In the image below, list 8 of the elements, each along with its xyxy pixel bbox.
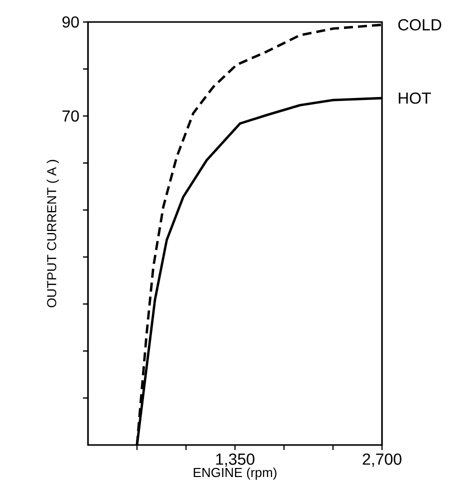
series-label: COLD xyxy=(398,19,442,30)
y-tick-label: 90 xyxy=(62,16,79,28)
x-tick-label: 2,700 xyxy=(362,454,402,467)
series-label: HOT xyxy=(398,92,431,104)
x-axis-title: ENGINE (rpm) xyxy=(194,468,276,480)
y-axis-title: OUTPUT CURRENT ( A ) xyxy=(46,160,59,308)
x-tick-label: 1,350 xyxy=(216,454,254,467)
y-tick-label: 70 xyxy=(62,110,79,122)
